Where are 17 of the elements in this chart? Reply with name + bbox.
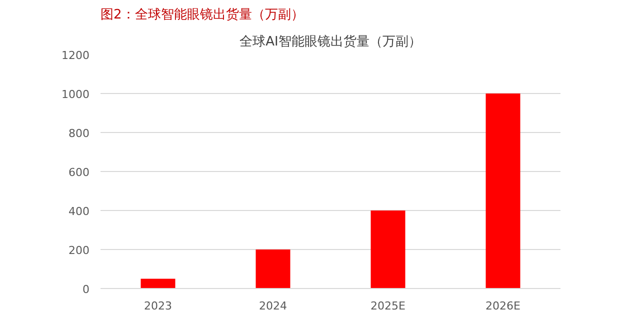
bar	[140, 278, 176, 288]
x-tick-label: 2024	[259, 300, 288, 312]
bar	[486, 94, 520, 288]
bar	[256, 250, 290, 288]
chart-title: 图2：全球智能眼镜出货量（万副）	[100, 8, 304, 22]
y-tick-label: 400	[68, 205, 90, 218]
y-tick-label: 1000	[62, 88, 90, 101]
x-tick-label: 2023	[144, 300, 172, 312]
y-tick-label: 600	[68, 166, 90, 179]
chart-subtitle: 全球AI智能眼镜出货量（万副）	[240, 34, 422, 50]
y-tick-label: 200	[68, 244, 90, 257]
y-tick-label: 0	[82, 283, 90, 296]
y-tick-label: 800	[68, 127, 90, 140]
bar	[370, 210, 406, 288]
x-tick-label: 2026E	[486, 300, 521, 312]
y-tick-label: 1200	[62, 49, 90, 62]
x-tick-label: 2025E	[370, 300, 406, 312]
